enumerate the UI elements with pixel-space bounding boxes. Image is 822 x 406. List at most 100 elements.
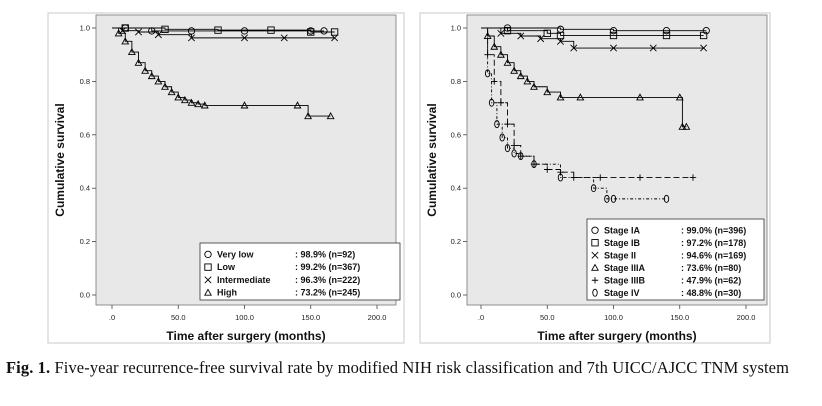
legend-marker <box>204 250 212 259</box>
censor-mark <box>214 26 222 34</box>
x-tick-label: .0 <box>109 313 115 322</box>
censor-mark <box>187 27 196 35</box>
x-tick-label: .0 <box>478 313 484 322</box>
censor-mark <box>114 29 123 37</box>
censor-mark <box>304 111 313 120</box>
legend-marker <box>591 251 599 259</box>
censor-mark <box>194 99 203 108</box>
y-tick-label: 0.4 <box>80 184 90 193</box>
censor-mark <box>141 66 150 74</box>
censor-mark <box>293 101 302 109</box>
series-line <box>481 27 704 36</box>
legend-name: Stage IIIB <box>604 275 646 285</box>
y-tick-label: 1.0 <box>451 24 461 33</box>
censor-mark <box>503 58 512 66</box>
legend-value: : 48.8% (n=30) <box>681 288 741 298</box>
censor-mark <box>576 93 585 101</box>
censor-mark <box>330 28 339 36</box>
censor-mark <box>167 87 176 96</box>
legend-name: High <box>217 288 237 298</box>
censor-mark <box>134 58 143 66</box>
legend-box <box>586 218 765 301</box>
censor-mark <box>557 173 564 182</box>
y-tick-label: 0.8 <box>451 77 461 86</box>
legend: Stage IA: 99.0% (n=396) Stage IB: 97.2% (… <box>586 218 765 301</box>
censor-mark <box>240 101 249 109</box>
legend-value: : 99.2% (n=367) <box>295 262 360 272</box>
chart-2: 0.0 0.2 0.4 0.6 0.8 1.0 .0 50.0 100.0 150.0 200.0 T… <box>419 12 771 344</box>
censor-mark <box>187 98 196 106</box>
censor-mark <box>517 32 525 40</box>
x-tick-label: 100.0 <box>604 313 623 322</box>
censor-mark <box>604 194 610 203</box>
censor-mark <box>491 78 498 85</box>
censor-mark <box>497 29 505 37</box>
legend-value: : 97.2% (n=178) <box>681 238 746 248</box>
censor-mark <box>494 120 500 129</box>
series-low <box>112 24 339 36</box>
censor-mark <box>556 37 565 45</box>
x-tick-label: 150.0 <box>301 313 320 322</box>
x-tick-label: 50.0 <box>171 313 186 322</box>
caption-text: Five-year recurrence-free survival rate … <box>54 358 790 377</box>
censor-mark <box>523 77 532 85</box>
censor-mark <box>240 27 249 35</box>
legend-name: Low <box>217 262 236 272</box>
series-line <box>481 27 693 178</box>
censor-mark <box>267 26 275 34</box>
censor-mark <box>636 93 644 101</box>
censor-mark <box>326 111 335 120</box>
censor-mark <box>663 194 670 203</box>
charts-figure: 0.0 0.2 0.4 0.6 0.8 1.0 .0 50.0 100.0 150.0 200.0 T… <box>47 12 771 344</box>
censor-mark <box>689 174 697 181</box>
x-tick-label: 200.0 <box>368 313 387 322</box>
series-intermediate <box>112 27 339 42</box>
censor-mark <box>320 27 328 35</box>
legend-name: Stage IV <box>604 288 640 298</box>
censor-mark <box>490 42 499 50</box>
censor-mark <box>510 142 518 149</box>
legend-name: Stage IB <box>604 238 641 248</box>
censor-mark <box>543 87 552 96</box>
legend-value: : 47.9% (n=62) <box>681 275 741 285</box>
series-line <box>112 27 335 33</box>
y-tick-label: 0.6 <box>80 130 90 139</box>
y-tick-label: 1.0 <box>80 24 90 33</box>
censor-mark <box>134 28 143 36</box>
series-high <box>112 27 335 120</box>
censor-mark <box>121 37 130 45</box>
figure-caption: Fig. 1. Five-year recurrence-free surviv… <box>6 356 816 379</box>
legend-name: Stage II <box>604 250 636 260</box>
censor-mark <box>531 160 537 169</box>
censor-mark <box>590 184 597 193</box>
censor-mark <box>518 152 524 161</box>
chart-1: 0.0 0.2 0.4 0.6 0.8 1.0 .0 50.0 100.0 150.0 200.0 T… <box>47 12 405 344</box>
censor-mark <box>609 44 618 52</box>
x-tick-label: 150.0 <box>670 313 689 322</box>
series-stage-ii <box>481 27 708 52</box>
series-line <box>112 27 331 117</box>
y-tick-label: 0.0 <box>451 291 461 300</box>
censor-mark <box>240 34 249 42</box>
y-axis-label: Cumulative survival <box>53 103 67 216</box>
censor-mark <box>180 95 189 104</box>
legend-box <box>199 242 401 301</box>
legend-name: Intermediate <box>217 275 271 285</box>
legend-marker <box>591 226 599 234</box>
censor-mark <box>511 149 517 158</box>
legend-marker <box>204 288 212 296</box>
series-stage-iv <box>481 27 670 203</box>
censor-mark <box>154 77 163 85</box>
censor-mark <box>488 98 495 107</box>
series-stage-iiib <box>481 27 697 181</box>
censor-mark <box>702 27 710 35</box>
censor-mark <box>609 27 618 35</box>
censor-mark <box>570 44 578 52</box>
censor-mark <box>556 93 565 101</box>
series-stage-iiia <box>481 27 691 130</box>
legend-value: : 94.6% (n=169) <box>681 250 746 260</box>
censor-mark <box>636 174 644 181</box>
y-tick-label: 0.4 <box>451 184 461 193</box>
x-tick-label: 50.0 <box>540 313 555 322</box>
y-tick-label: 0.6 <box>451 130 461 139</box>
